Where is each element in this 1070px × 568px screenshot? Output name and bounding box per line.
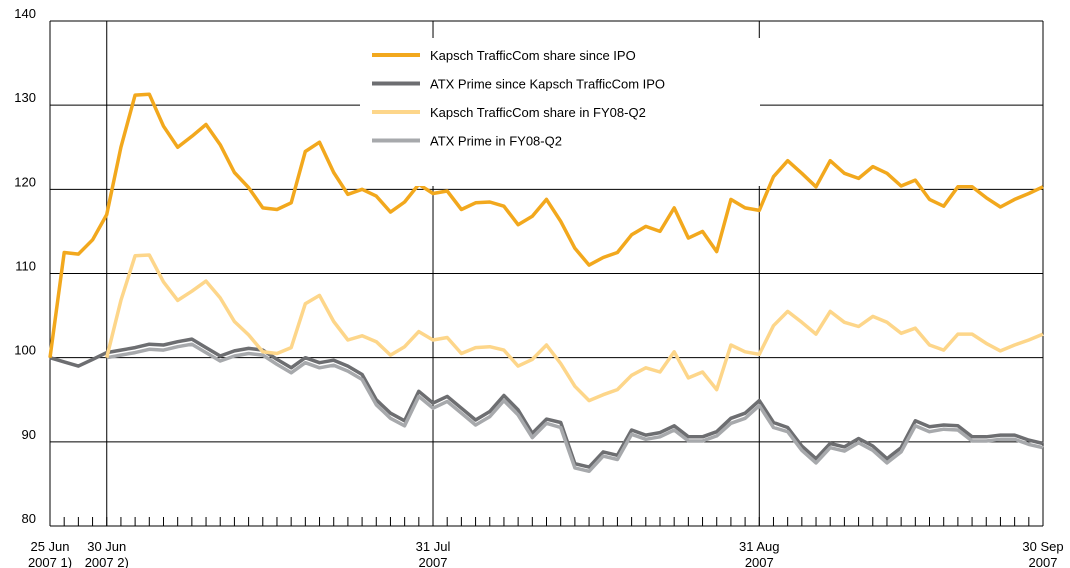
y-tick-label: 100: [14, 343, 36, 358]
legend-label: Kapsch TrafficCom share in FY08-Q2: [430, 105, 646, 120]
y-tick-label: 80: [22, 511, 36, 526]
x-tick-label: 25 Jun 2007 1): [28, 539, 72, 568]
y-tick-label: 90: [22, 427, 36, 442]
legend-label: ATX Prime in FY08-Q2: [430, 134, 562, 149]
legend-label: Kapsch TrafficCom share since IPO: [430, 48, 636, 63]
series-line: [49, 337, 1044, 469]
grid-layer: 80 90 100 110 120 130 140 25 Jun 2007 1) 30 Jun 20…: [14, 6, 1063, 568]
legend-box: [360, 38, 760, 186]
series-line: [106, 342, 1044, 474]
x-tick-label: 30 Sep 2007: [1022, 539, 1063, 568]
legend: Kapsch TrafficCom share since IPO ATX Pri…: [360, 38, 760, 186]
y-tick-label: 140: [14, 6, 36, 21]
y-tick-label: 130: [14, 90, 36, 105]
lines-layer: [48, 92, 1044, 474]
y-tick-label: 110: [15, 259, 36, 274]
series-line: [105, 253, 1044, 403]
series-line: [48, 92, 1044, 358]
x-tick-label: 30 Jun 2007 2): [85, 539, 129, 568]
x-tick-label: 31 Jul 2007: [416, 539, 451, 568]
x-tick-label: 31 Aug 2007: [739, 539, 780, 568]
y-tick-label: 120: [14, 174, 36, 189]
legend-label: ATX Prime since Kapsch TrafficCom IPO: [430, 77, 665, 92]
